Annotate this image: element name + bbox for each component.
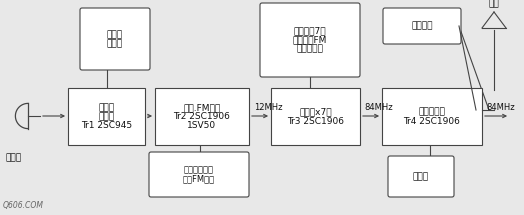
Text: Tr3 2SC1906: Tr3 2SC1906 [287, 117, 344, 126]
Text: 发射电波: 发射电波 [411, 22, 433, 31]
Text: 广播频带。: 广播频带。 [297, 45, 323, 54]
FancyBboxPatch shape [149, 152, 249, 197]
FancyBboxPatch shape [260, 3, 360, 77]
FancyBboxPatch shape [80, 8, 150, 70]
Text: 放大器: 放大器 [99, 112, 115, 121]
Text: 在陶瓷振荡子: 在陶瓷振荡子 [184, 166, 214, 175]
Text: 号放大: 号放大 [107, 39, 123, 48]
Text: 振荡.FM调变: 振荡.FM调变 [183, 103, 221, 112]
Text: 84MHz: 84MHz [486, 103, 515, 112]
Text: 12MHz: 12MHz [254, 103, 282, 112]
FancyBboxPatch shape [383, 8, 461, 44]
Text: Tr4 2SC1906: Tr4 2SC1906 [403, 117, 461, 126]
Text: 麦克风: 麦克风 [5, 154, 21, 163]
Text: 天线: 天线 [488, 0, 499, 8]
Text: 电功率放大: 电功率放大 [419, 108, 445, 117]
Bar [68, 88, 145, 145]
Text: 倍频（x7）: 倍频（x7） [299, 108, 332, 117]
Text: Q606.COM: Q606.COM [3, 201, 44, 210]
Text: Tr2 2SC1906: Tr2 2SC1906 [173, 112, 231, 121]
FancyBboxPatch shape [388, 156, 454, 197]
Text: 84MHz: 84MHz [364, 103, 392, 112]
Text: 1SV50: 1SV50 [188, 121, 216, 130]
Text: 功率级: 功率级 [413, 172, 429, 181]
Text: 低频率: 低频率 [99, 103, 115, 112]
Bar [155, 88, 249, 145]
Bar [382, 88, 482, 145]
Text: 频，成为FM: 频，成为FM [293, 35, 327, 45]
Bar [271, 88, 360, 145]
Text: Tr1 2SC945: Tr1 2SC945 [81, 121, 132, 130]
Text: 上做FM调变: 上做FM调变 [183, 174, 215, 183]
Text: 声音信: 声音信 [107, 30, 123, 39]
Text: 将频率做7倍: 将频率做7倍 [293, 26, 326, 35]
